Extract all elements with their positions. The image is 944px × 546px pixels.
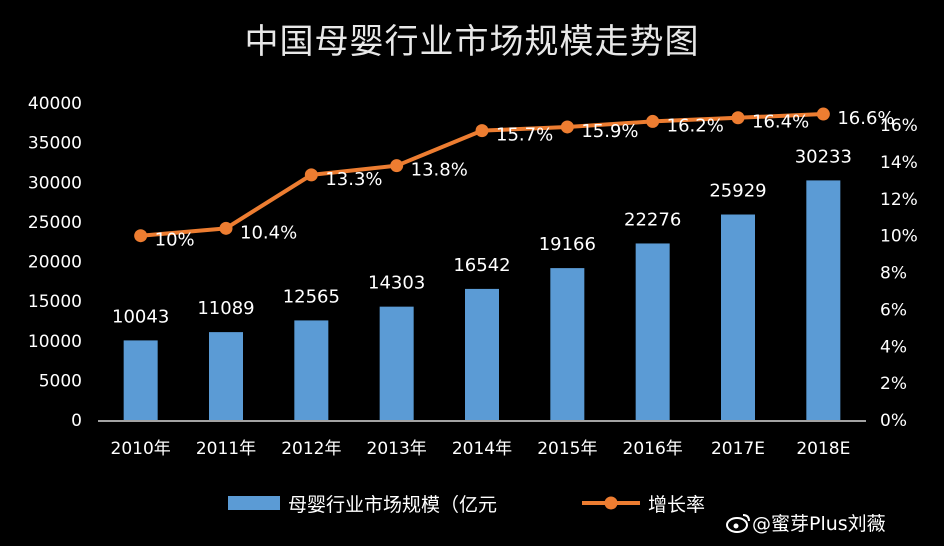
watermark-group: @蜜芽Plus刘薇: [726, 513, 886, 535]
legend-bar-label: 母婴行业市场规模（亿元: [288, 494, 497, 516]
right-tick-label: 2%: [880, 374, 907, 394]
right-tick-label: 16%: [880, 116, 918, 136]
growth-rate-label: 16.2%: [667, 115, 724, 136]
right-tick-label: 8%: [880, 264, 907, 284]
watermark: @蜜芽Plus刘薇: [752, 513, 886, 535]
left-tick-label: 30000: [28, 173, 82, 193]
weibo-icon: [726, 514, 750, 533]
bar-2017E: [721, 214, 755, 420]
growth-rate-label: 10%: [155, 230, 195, 251]
growth-rate-label: 13.8%: [411, 160, 468, 181]
growth-rate-point: [731, 111, 745, 125]
category-labels: 2010年 2011年 2012年 2013年 2014年 2015年 2016年 2017E…: [111, 439, 851, 459]
growth-rate-point: [134, 229, 148, 243]
growth-rate-label: 13.3%: [325, 169, 382, 190]
growth-rate-label: 10.4%: [240, 222, 297, 243]
bar-value-label: 10043: [112, 306, 169, 327]
category-label: 2015年: [537, 439, 597, 459]
growth-rate-point: [390, 159, 404, 173]
growth-rate-point: [219, 221, 233, 235]
bar-2015年: [550, 268, 585, 420]
bar-value-label: 12565: [283, 286, 340, 307]
growth-rate-point: [304, 168, 318, 182]
left-tick-label: 5000: [39, 371, 82, 391]
legend-bar-swatch: [228, 496, 280, 510]
bar-2010年: [123, 340, 158, 420]
legend: 母婴行业市场规模（亿元 增长率: [228, 494, 705, 516]
legend-line-label: 增长率: [648, 494, 705, 516]
chart-title: 中国母婴行业市场规模走势图: [244, 22, 700, 62]
bar-value-label: 14303: [368, 273, 425, 294]
category-label: 2017E: [711, 439, 765, 459]
growth-rate-label: 15.9%: [581, 121, 638, 142]
bar-2018E: [806, 180, 841, 420]
bar-2012年: [294, 320, 329, 420]
category-label: 2014年: [452, 439, 512, 459]
left-tick-label: 25000: [28, 213, 82, 233]
left-tick-label: 35000: [28, 134, 82, 154]
growth-rate-point: [646, 114, 660, 128]
category-label: 2013年: [367, 439, 427, 459]
left-tick-label: 15000: [28, 292, 82, 312]
category-label: 2018E: [796, 439, 850, 459]
growth-rate-point: [816, 107, 830, 121]
bar-value-label: 19166: [539, 234, 596, 255]
left-tick-label: 40000: [28, 94, 82, 114]
growth-rate-label: 15.7%: [496, 125, 553, 146]
category-label: 2016年: [623, 439, 683, 459]
left-axis: 0 5000 10000 15000 20000 25000 30000 35000 40000: [28, 94, 866, 431]
left-tick-label: 10000: [28, 332, 82, 352]
bar-value-label: 11089: [197, 298, 254, 319]
right-tick-label: 10%: [880, 227, 918, 247]
growth-rate-point: [475, 124, 489, 138]
right-tick-label: 14%: [880, 153, 918, 173]
legend-line-marker: [604, 496, 618, 510]
right-tick-label: 12%: [880, 190, 918, 210]
left-tick-label: 20000: [28, 253, 82, 273]
right-tick-label: 4%: [880, 337, 907, 357]
growth-rate-label: 16.6%: [837, 108, 894, 129]
growth-rate-label: 16.4%: [752, 112, 809, 133]
category-label: 2012年: [281, 439, 341, 459]
bar-2013年: [379, 306, 414, 420]
bar-value-label: 22276: [624, 209, 681, 230]
left-tick-label: 0: [71, 411, 82, 431]
right-axis: 0% 2% 4% 6% 8% 10% 12% 14% 16%: [880, 116, 918, 431]
bars-group: 10043 11089 12565 14303 16542 19166 22276 25929…: [112, 146, 852, 420]
category-label: 2010年: [111, 439, 171, 459]
bar-2011年: [209, 332, 243, 420]
growth-line-group: 10% 10.4% 13.3% 13.8% 15.7% 15.9% 16.2% 16.4% 16…: [134, 107, 895, 251]
bar-value-label: 25929: [709, 181, 766, 202]
bar-2014年: [465, 288, 499, 420]
right-tick-label: 6%: [880, 300, 907, 320]
category-label: 2011年: [196, 439, 256, 459]
bar-value-label: 16542: [453, 255, 510, 276]
right-tick-label: 0%: [880, 411, 907, 431]
bar-2016年: [635, 243, 670, 420]
growth-rate-point: [560, 120, 574, 134]
bar-value-label: 30233: [795, 146, 852, 167]
